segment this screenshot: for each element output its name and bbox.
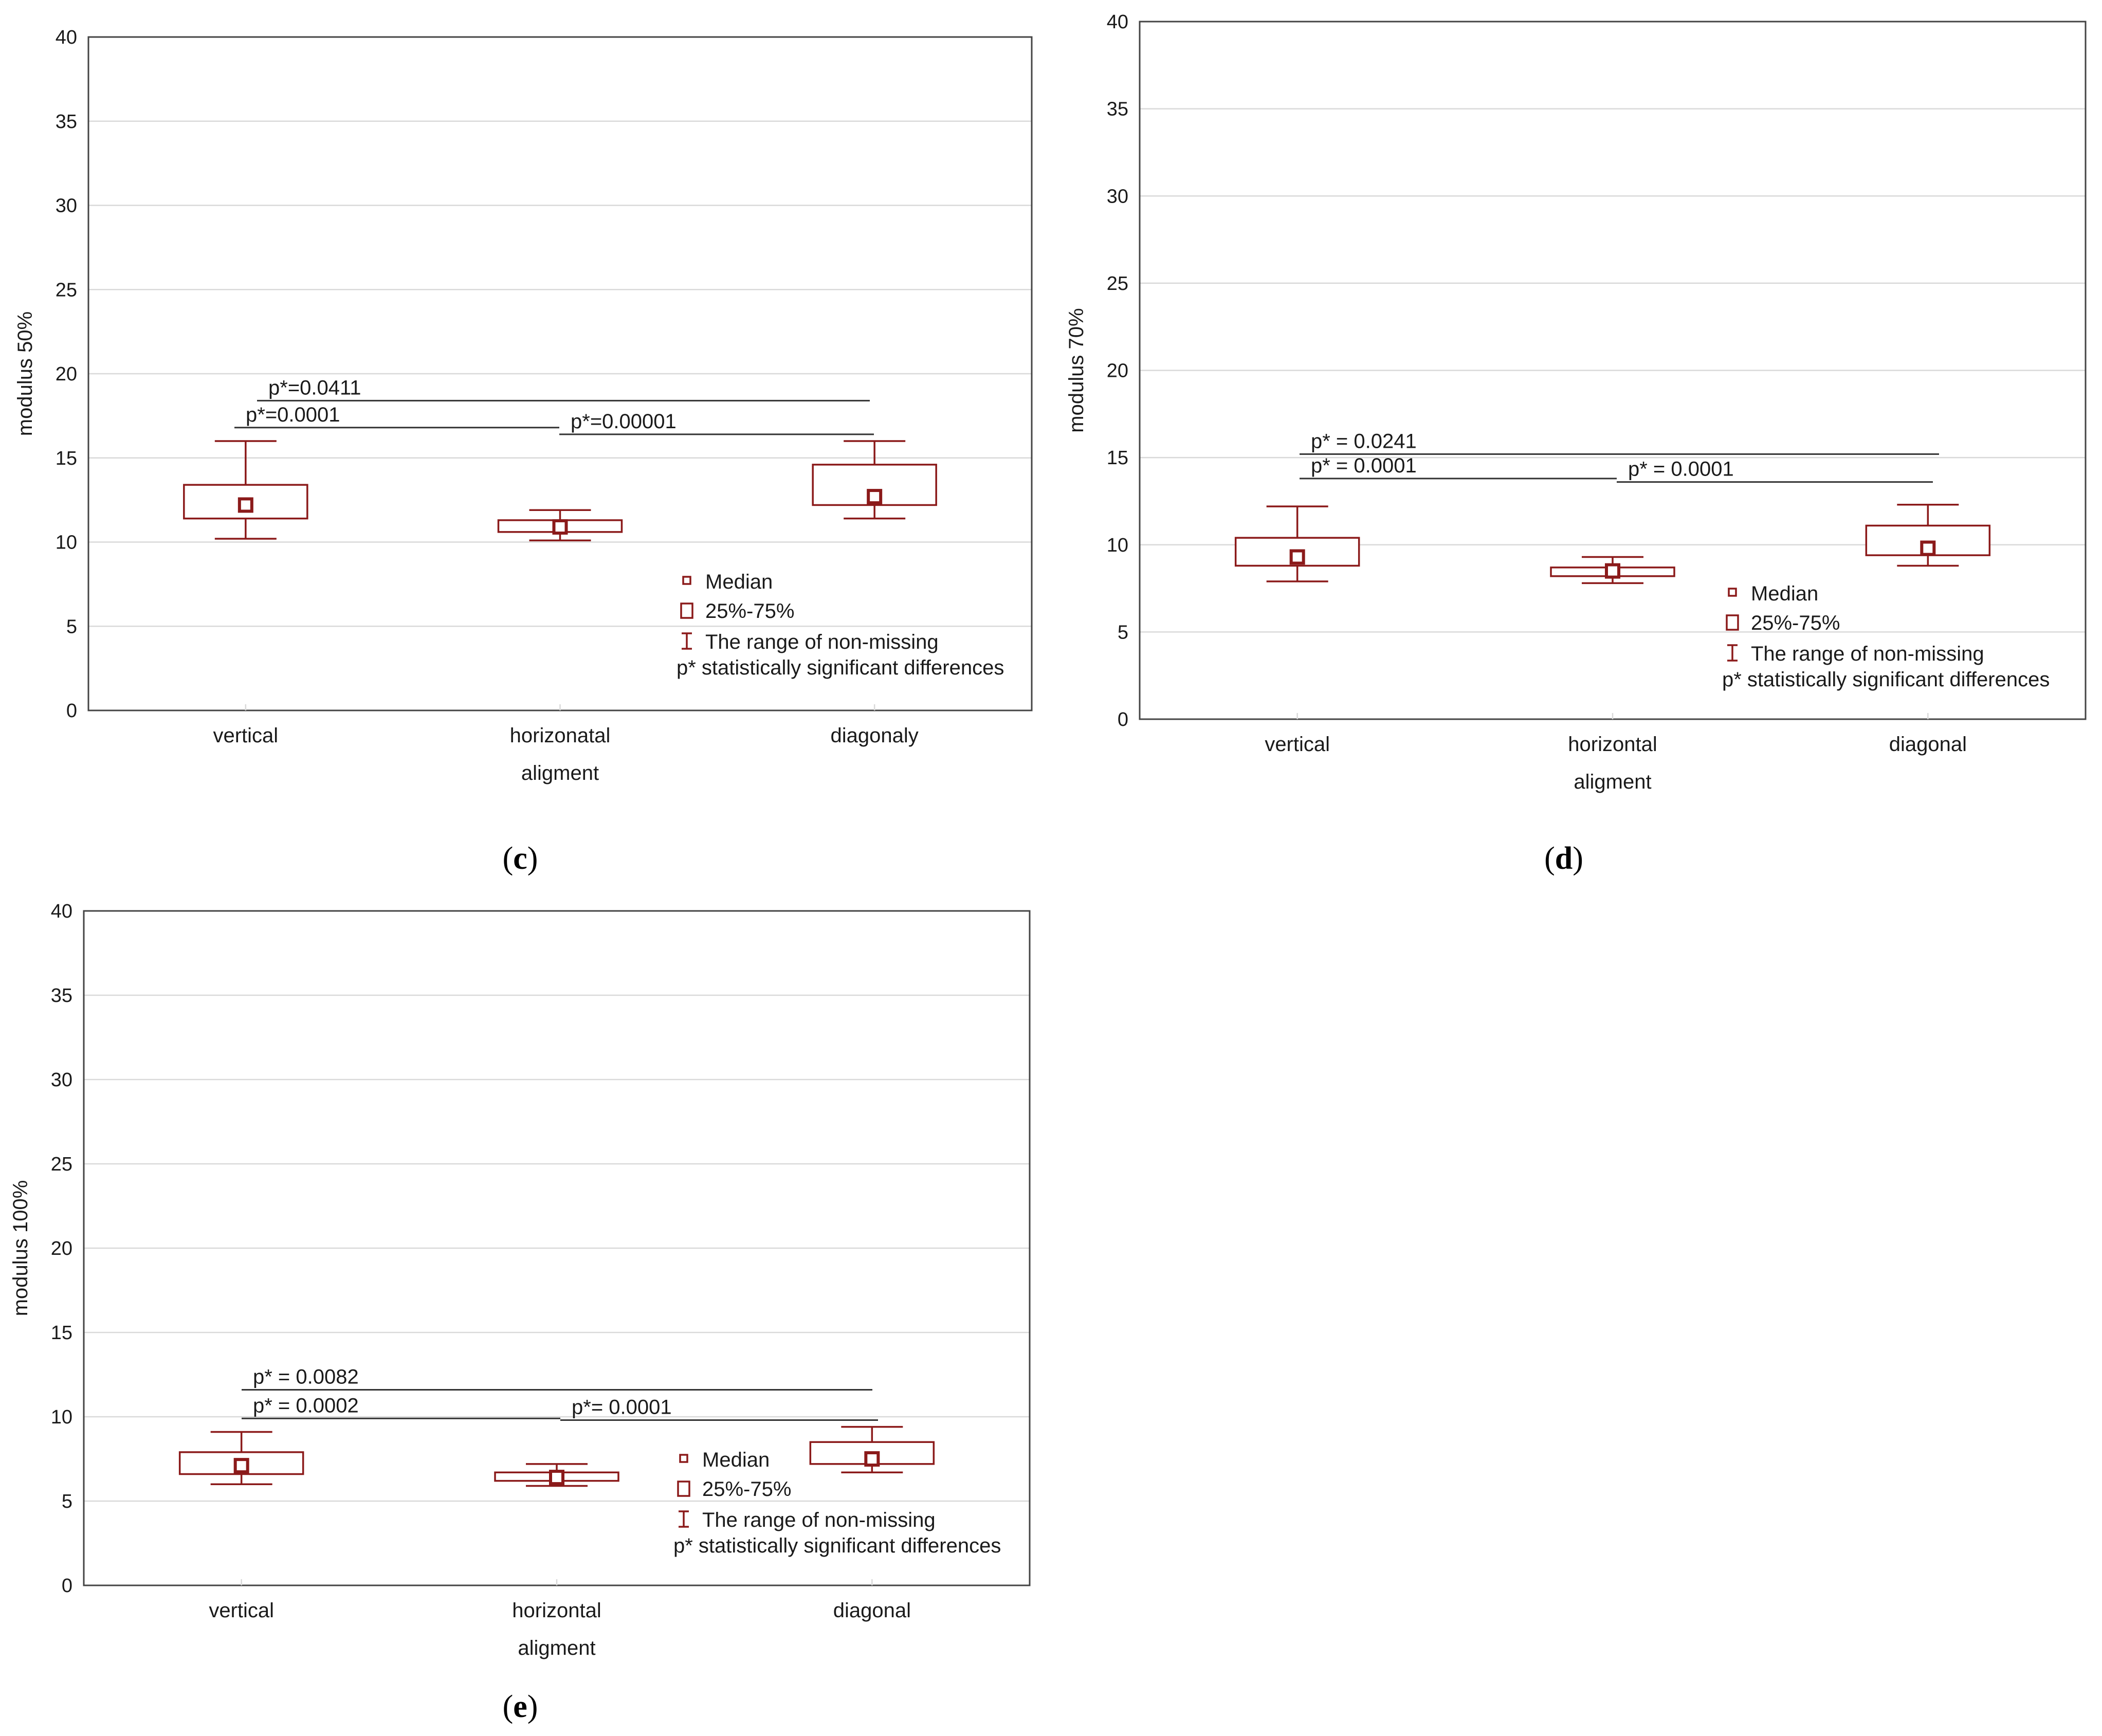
significance-label: p* = 0.0002 [253, 1394, 359, 1417]
panel-label: (d) [1544, 841, 1583, 876]
legend: Median 25%-75% The range of non-missing p* … [673, 1449, 1001, 1557]
median-marker [1920, 540, 1936, 556]
significance-label: p*=0.0001 [246, 404, 340, 426]
y-tick-label: 25 [1107, 273, 1128, 295]
category-label: diagonal [1889, 733, 1967, 756]
panel-label-letter: d [1555, 841, 1573, 876]
y-tick-label: 20 [56, 363, 77, 385]
category-label: vertical [1265, 733, 1330, 756]
legend-iqr-icon [680, 602, 693, 619]
legend-median-icon [682, 576, 691, 585]
panel-label-letter: c [513, 841, 527, 876]
y-tick-label: 30 [1107, 186, 1128, 207]
legend: Median 25%-75% The range of non-missing p* … [1722, 582, 2050, 691]
significance-label: p* = 0.0001 [1311, 454, 1417, 477]
median-marker [237, 497, 253, 513]
legend-range-label: The range of non-missing [705, 631, 939, 653]
category-label: horizonatal [510, 724, 611, 747]
y-tick-label: 35 [1107, 99, 1128, 120]
y-tick-label: 10 [1107, 535, 1128, 556]
panel-label: (c) [503, 841, 538, 876]
y-axis-title: modulus 50% [14, 312, 36, 436]
panel-label-close: ) [1573, 841, 1583, 876]
legend-iqr-icon [677, 1481, 690, 1497]
legend-median-icon [1728, 588, 1737, 597]
legend-median-label: Median [705, 571, 773, 593]
x-axis-title: aligment [521, 762, 599, 784]
significance-label: p*= 0.0001 [572, 1396, 672, 1419]
y-tick-label: 40 [56, 27, 77, 48]
median-marker [233, 1458, 249, 1474]
panel-label-close: ) [527, 841, 538, 876]
legend-median-icon [679, 1454, 688, 1463]
panel-label-close: ) [527, 1689, 538, 1724]
y-tick-label: 15 [1107, 447, 1128, 469]
median-marker [552, 519, 568, 535]
y-tick-label: 5 [62, 1491, 72, 1512]
panel-d: 0 5 10 15 20 25 30 35 40 vertical horizontal diagon… [1065, 11, 2087, 876]
y-tick-label: 15 [56, 448, 77, 469]
panel-c: 0 5 10 15 20 25 30 35 40 vertical horizonatal diago… [14, 27, 1033, 876]
legend-significance-label: p* statistically significant differences [1722, 668, 2050, 691]
legend-iqr-label: 25%-75% [705, 600, 794, 623]
y-axis-title: modulus 70% [1065, 308, 1088, 432]
y-tick-label: 30 [51, 1069, 72, 1091]
panel-e: 0 5 10 15 20 25 30 35 40 vertical horizontal diagon… [9, 901, 1031, 1724]
category-label: diagonal [833, 1599, 911, 1622]
y-tick-label: 0 [1118, 709, 1128, 730]
y-tick-label: 0 [66, 700, 77, 722]
legend-iqr-icon [1726, 614, 1739, 631]
legend-iqr-label: 25%-75% [702, 1478, 791, 1501]
legend-significance-label: p* statistically significant differences [673, 1534, 1001, 1557]
y-tick-label: 10 [51, 1406, 72, 1428]
legend-range-label: The range of non-missing [702, 1509, 936, 1531]
legend: Median 25%-75% The range of non-missing p* … [677, 571, 1004, 679]
y-tick-label: 5 [1118, 622, 1128, 643]
panel-label: (e) [503, 1689, 538, 1724]
legend-median-label: Median [1751, 582, 1818, 605]
legend-median-label: Median [702, 1449, 770, 1471]
legend-range-label: The range of non-missing [1751, 643, 1984, 665]
x-axis-title: aligment [1574, 771, 1651, 793]
y-tick-label: 20 [51, 1238, 72, 1259]
y-tick-label: 0 [62, 1575, 72, 1597]
significance-label: p* = 0.0001 [1628, 458, 1734, 481]
y-tick-label: 15 [51, 1322, 72, 1344]
panel-label-open: ( [503, 841, 514, 876]
y-tick-label: 40 [51, 901, 72, 922]
median-marker [549, 1470, 564, 1486]
x-axis-title: aligment [518, 1637, 595, 1659]
significance-label: p* = 0.0241 [1311, 430, 1417, 452]
y-tick-label: 25 [51, 1154, 72, 1175]
category-label: vertical [213, 724, 278, 747]
category-label: diagonaly [831, 724, 919, 747]
y-tick-label: 20 [1107, 360, 1128, 382]
median-marker [867, 489, 883, 505]
panel-label-letter: e [513, 1689, 527, 1724]
y-tick-label: 25 [56, 279, 77, 301]
category-label: horizontal [1568, 733, 1657, 756]
median-marker [864, 1451, 880, 1467]
y-tick-label: 30 [56, 195, 77, 217]
y-tick-label: 10 [56, 532, 77, 554]
panel-label-open: ( [503, 1689, 514, 1724]
category-label: horizontal [512, 1599, 601, 1622]
legend-significance-label: p* statistically significant differences [677, 656, 1004, 679]
significance-label: p*=0.00001 [571, 410, 677, 433]
legend-iqr-label: 25%-75% [1751, 612, 1840, 634]
category-label: vertical [209, 1599, 274, 1622]
y-tick-label: 35 [56, 111, 77, 133]
significance-label: p* = 0.0082 [253, 1366, 359, 1388]
y-tick-label: 40 [1107, 11, 1128, 33]
y-tick-label: 5 [66, 616, 77, 637]
y-axis-title: modulus 100% [9, 1180, 32, 1317]
y-tick-label: 35 [51, 985, 72, 1007]
median-marker [1289, 549, 1305, 565]
significance-label: p*=0.0411 [268, 376, 361, 399]
panel-label-open: ( [1544, 841, 1555, 876]
median-marker [1605, 563, 1620, 579]
